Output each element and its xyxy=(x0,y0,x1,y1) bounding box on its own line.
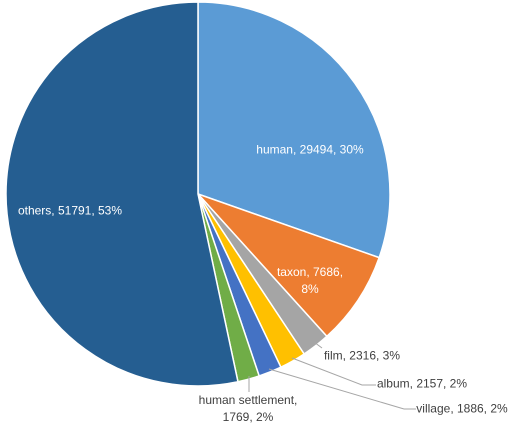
pie-slice xyxy=(197,193,381,338)
data-label: album, 2157, 2% xyxy=(376,376,468,391)
pie-slice xyxy=(5,1,239,387)
data-label: film, 2316, 3% xyxy=(323,348,401,363)
leader-line xyxy=(268,368,416,410)
pie-slice xyxy=(197,1,391,259)
slices xyxy=(5,1,391,387)
data-label: taxon, 7686, 8% xyxy=(276,265,344,296)
data-label: village, 1886, 2% xyxy=(416,401,508,416)
data-label: human settlement, 1769, 2% xyxy=(198,393,298,424)
leader-line xyxy=(291,357,376,386)
leader-line xyxy=(313,341,323,349)
leader-lines xyxy=(248,341,416,410)
data-label: human, 29494, 30% xyxy=(256,142,364,157)
data-label: others, 51791, 53% xyxy=(17,203,123,218)
